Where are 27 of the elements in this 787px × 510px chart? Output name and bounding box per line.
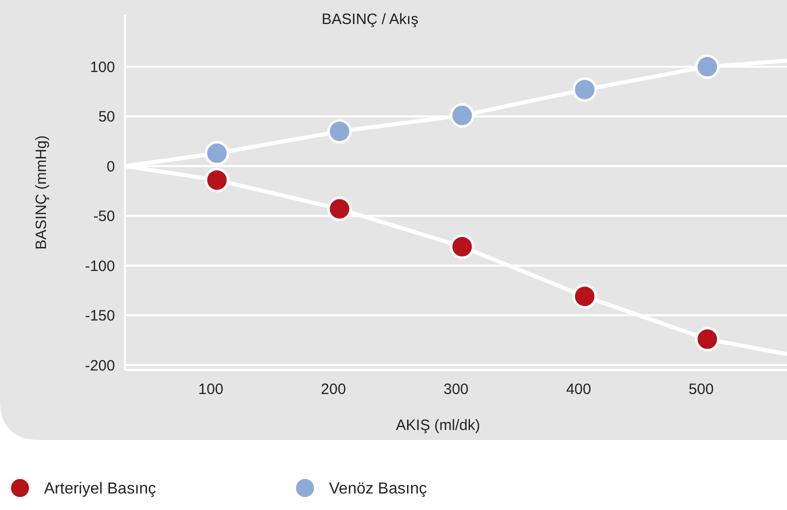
x-tick-label: 500 (688, 381, 714, 398)
x-tick-label: 100 (198, 381, 224, 398)
x-tick-label: 300 (443, 381, 469, 398)
point (204, 140, 230, 166)
legend-label: Arteriyel Basınç (44, 480, 156, 498)
y-tick-label: 100 (90, 58, 115, 76)
point (572, 77, 597, 102)
y-tick-label: -50 (93, 208, 115, 226)
point (327, 119, 352, 144)
y-axis-title: BASINÇ (mmHg) (33, 135, 50, 250)
y-tick-label: -100 (84, 258, 115, 275)
x-tick-label: 200 (320, 381, 346, 398)
x-tick-label: 400 (566, 381, 592, 398)
x-axis-title: AKIŞ (ml/dk) (396, 417, 480, 434)
legend-label: Venöz Basınç (329, 480, 427, 498)
y-tick-label: -150 (84, 308, 115, 325)
y-tick-label: 0 (106, 158, 115, 176)
point (327, 196, 352, 222)
point (450, 234, 474, 259)
point (695, 326, 720, 352)
point (572, 284, 597, 309)
chart-title: BASINÇ / Akış (322, 11, 418, 28)
y-tick-label: 50 (98, 108, 115, 126)
y-tick-label: -200 (84, 357, 115, 374)
point (204, 168, 230, 192)
point (695, 54, 720, 79)
point (450, 103, 474, 128)
